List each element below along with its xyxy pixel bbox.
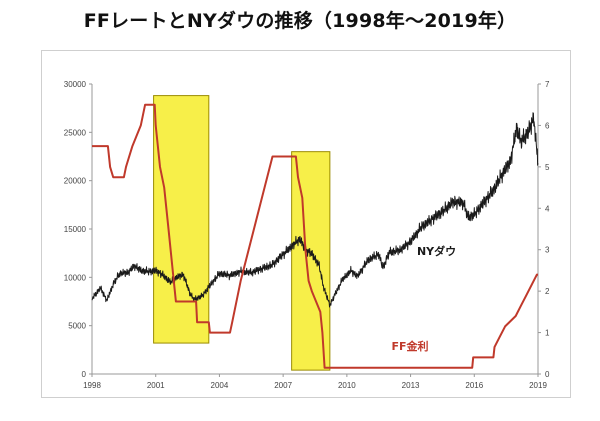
left-tick-label: 20000 bbox=[64, 177, 87, 186]
ff-rate-series-line bbox=[92, 103, 538, 369]
right-tick-label: 3 bbox=[545, 246, 550, 255]
left-tick-label: 5000 bbox=[68, 322, 86, 331]
left-tick-label: 15000 bbox=[64, 225, 87, 234]
x-tick-label: 2013 bbox=[402, 381, 420, 390]
dual-axis-line-chart: 0 5000 10000 15000 20000 25000 30000 0 1 2 3 4 5 6 7 19… bbox=[64, 80, 550, 390]
left-tick-label: 25000 bbox=[64, 128, 87, 137]
right-tick-label: 4 bbox=[545, 204, 550, 213]
right-tick-label: 0 bbox=[545, 370, 550, 379]
x-tick-label: 2001 bbox=[147, 381, 165, 390]
page-title: FFレートとNYダウの推移（1998年〜2019年） bbox=[83, 10, 517, 32]
left-tick-label: 30000 bbox=[64, 80, 87, 89]
series-label-1: NYダウ bbox=[417, 244, 456, 258]
right-tick-label: 2 bbox=[545, 287, 550, 296]
highlight-box-1 bbox=[153, 95, 210, 344]
x-tick-label: 2010 bbox=[338, 381, 356, 390]
left-tick-label: 10000 bbox=[64, 273, 87, 282]
x-tick-label: 2016 bbox=[465, 381, 483, 390]
highlight-box-2 bbox=[291, 151, 331, 371]
series-label-2: FF金利 bbox=[391, 339, 428, 353]
x-tick-label: 2019 bbox=[529, 381, 547, 390]
x-tick-label: 2007 bbox=[274, 381, 292, 390]
chart-frame: 0 5000 10000 15000 20000 25000 30000 0 1 2 3 4 5 6 7 19… bbox=[41, 50, 571, 398]
left-tick-label: 0 bbox=[82, 370, 87, 379]
right-tick-label: 7 bbox=[545, 80, 550, 89]
dow-series-line bbox=[91, 112, 539, 308]
x-tick-label: 1998 bbox=[83, 381, 101, 390]
right-tick-label: 5 bbox=[545, 163, 550, 172]
x-tick-label: 2004 bbox=[211, 381, 229, 390]
right-tick-label: 6 bbox=[545, 121, 550, 130]
right-tick-label: 1 bbox=[545, 329, 550, 338]
